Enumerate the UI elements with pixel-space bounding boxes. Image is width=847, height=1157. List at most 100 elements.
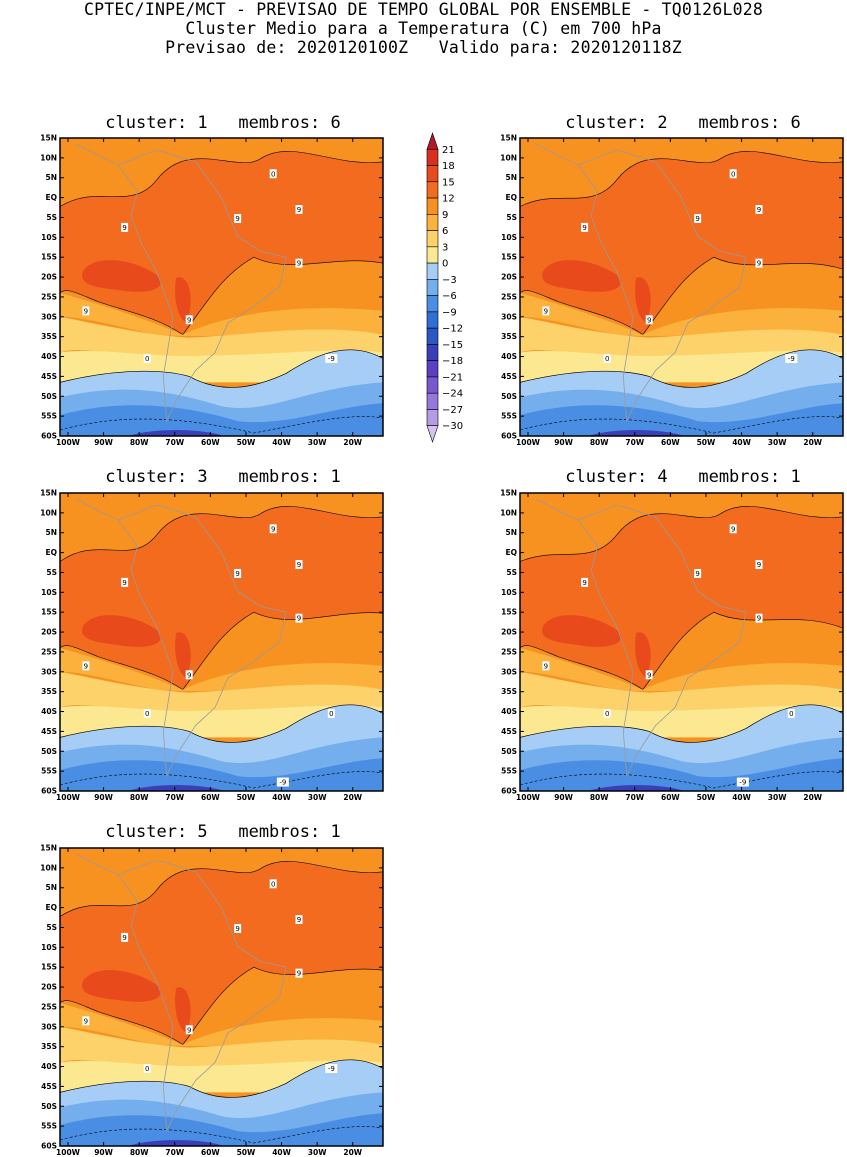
lat-tick-label: 10S [41,943,57,952]
lat-tick-label: 45S [41,372,57,381]
header: CPTEC/INPE/MCT - PREVISAO DE TEMPO GLOBA… [0,0,847,57]
contour-label: 9 [757,260,761,268]
lat-tick-label: 35S [41,332,57,341]
contour-label-bg [325,1064,338,1074]
lat-tick-label: 15N [500,134,517,143]
contour-label-bg [581,222,589,232]
contour-label: -9 [788,355,795,363]
lat-tick-label: 15S [41,608,57,617]
contour-label-bg [269,524,277,534]
lon-tick-label: 30W [768,793,787,802]
contour-label: 9 [84,662,88,670]
contour-label: 0 [145,1065,149,1073]
contour-label-bg [295,258,303,268]
header-line-1: CPTEC/INPE/MCT - PREVISAO DE TEMPO GLOBA… [84,0,763,19]
contour-label: 9 [84,1017,88,1025]
panel-title-2: cluster: 2 membros: 6 [565,113,801,133]
header-line-3: Previsao de: 2020120100Z Valido para: 20… [165,38,682,57]
colorbar-label: 12 [442,194,455,205]
colorbar-label: 0 [442,259,448,270]
lon-tick-label: 80W [130,1148,149,1157]
map-panel-2: 9 9 9 9 9 9 0 0 -9 15N 10N 5N EQ 5S 10S 15S 20S 25S 30S 35S… [500,134,844,447]
lat-tick-label: 55S [41,1122,57,1131]
header-line-2: Cluster Medio para a Temperatura (C) em … [185,19,662,38]
contour-label: 9 [235,215,239,223]
contour-label-bg [295,968,303,978]
contour-label: 9 [187,671,191,679]
contour-label-bg [82,661,90,671]
colorbar-label: −12 [442,324,463,335]
lat-tick-label: 10N [40,508,57,517]
lon-tick-label: 90W [94,1148,113,1157]
lat-tick-label: 25S [41,1002,57,1011]
contour-label: -9 [739,779,746,787]
contour-label-bg [603,709,611,719]
contour-label: 0 [605,710,609,718]
lat-tick-label: 10N [40,153,57,162]
lon-tick-label: 60W [201,1148,220,1157]
lon-tick-label: 70W [165,1148,184,1157]
colorbar-label: −27 [442,405,463,416]
lat-tick-label: EQ [506,193,518,202]
lat-tick-label: 45S [501,372,517,381]
contour-label-bg [542,306,550,316]
contour-label-bg [603,354,611,364]
contour-label: -9 [328,1065,335,1073]
lat-tick-label: 30S [501,312,517,321]
contour-label-bg [694,568,702,578]
contour-label: 0 [605,355,609,363]
contour-label-bg [121,222,129,232]
contour-label-bg [234,568,242,578]
contour-label-bg [729,524,737,534]
lat-tick-label: 45S [501,727,517,736]
contour-label: -9 [328,355,335,363]
colorbar-label: 21 [442,145,455,156]
panel-title-5: cluster: 5 membros: 1 [105,822,341,842]
lat-tick-label: 5N [46,528,58,537]
contour-label: 0 [329,710,333,718]
contour-label-bg [185,670,193,680]
lon-tick-label: 50W [237,1148,256,1157]
contour-label: 9 [122,579,126,587]
contour-label-bg [736,777,749,787]
lat-tick-label: 50S [501,392,517,401]
lat-tick-label: 35S [501,687,517,696]
lat-tick-label: 25S [501,647,517,656]
contour-label-bg [269,169,277,179]
lat-tick-label: 5N [46,883,58,892]
lat-tick-label: EQ [46,903,58,912]
colorbar-segment [426,197,439,215]
lat-tick-label: EQ [46,548,58,557]
contour-label: 0 [271,880,275,888]
contour-label: 0 [731,170,735,178]
map-panel-3: 9 9 9 9 9 9 9 0 0 -9 15N 10N 5N EQ 5S 10S 15S 20S 25S 30S 35… [40,489,384,802]
lon-tick-label: 40W [272,1148,291,1157]
contour-label-bg [295,613,303,623]
lat-tick-label: 60S [501,787,517,796]
lat-tick-label: 50S [41,747,57,756]
panel-title-4: cluster: 4 membros: 1 [565,467,801,487]
lat-tick-label: 35S [501,332,517,341]
lon-tick-label: 60W [661,793,680,802]
lon-tick-label: 90W [94,438,113,447]
lat-tick-label: 25S [41,647,57,656]
contour-label: 9 [297,916,301,924]
lon-tick-label: 40W [272,438,291,447]
colorbar-label: −21 [442,372,463,383]
lon-tick-label: 80W [130,438,149,447]
lon-tick-label: 90W [94,793,113,802]
map-panel-4: 9 9 9 9 9 9 9 0 0 -9 15N 10N 5N EQ 5S 10S 15S 20S 25S 30S 35… [500,489,844,802]
contour-label-bg [755,258,763,268]
lon-tick-label: 30W [308,1148,327,1157]
lat-tick-label: 40S [41,707,57,716]
colorbar-segment [426,181,439,199]
contour-label-bg [185,315,193,325]
lat-tick-label: 45S [41,1082,57,1091]
lon-tick-label: 50W [697,438,716,447]
lat-tick-label: 10S [501,588,517,597]
lon-tick-label: 30W [308,793,327,802]
contour-label-bg [143,709,151,719]
lat-tick-label: 20S [41,983,57,992]
lat-tick-label: 15S [41,253,57,262]
contour-label-bg [269,879,277,889]
